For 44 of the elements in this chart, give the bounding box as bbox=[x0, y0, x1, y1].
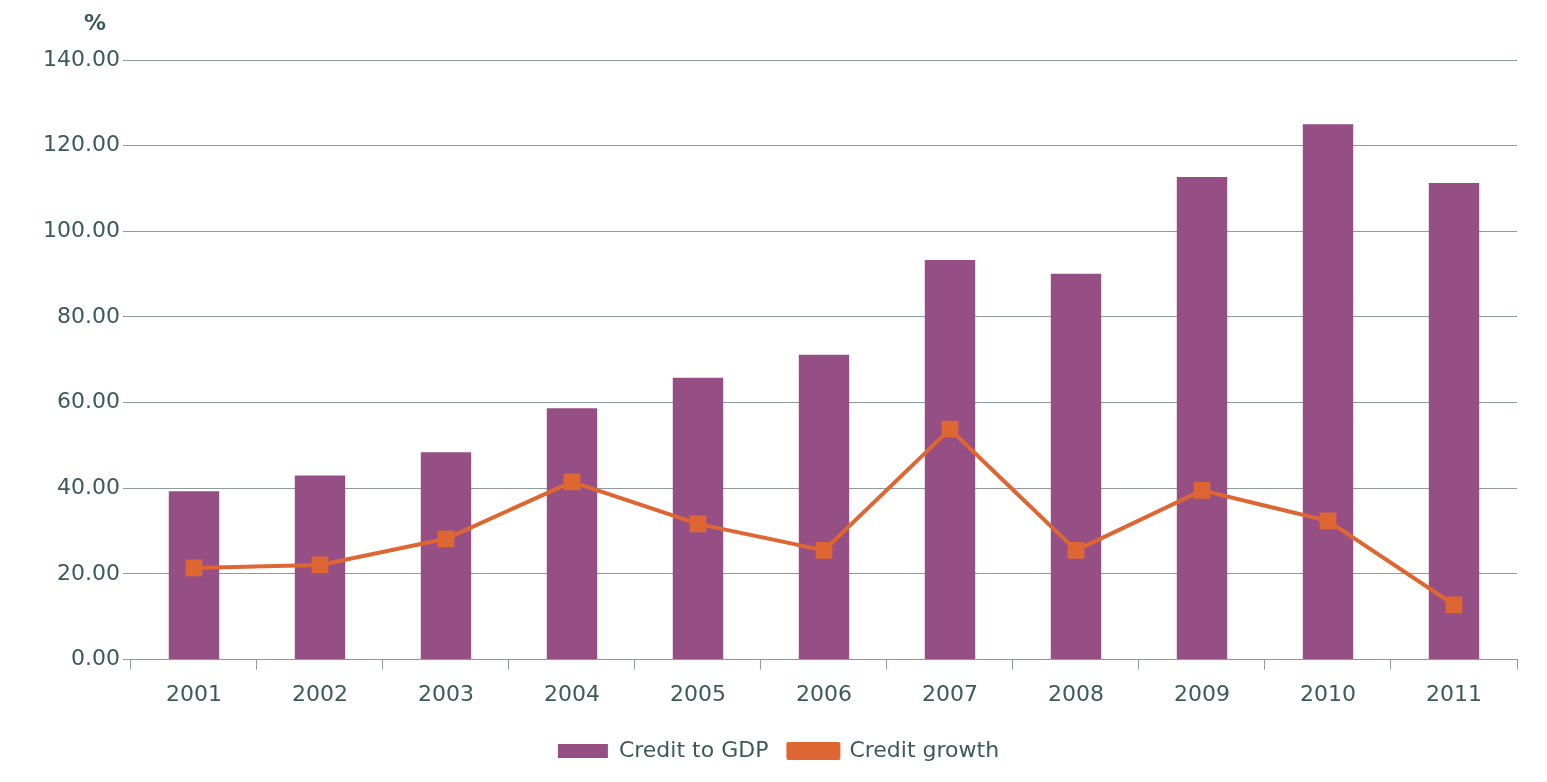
legend-label: Credit to GDP bbox=[618, 736, 769, 762]
x-tick-label: 2011 bbox=[1426, 680, 1482, 706]
bar bbox=[1428, 182, 1480, 660]
bar bbox=[1176, 176, 1228, 660]
point bbox=[941, 420, 959, 438]
x-tick-label: 2008 bbox=[1047, 680, 1104, 706]
x-tick-label: 2010 bbox=[1300, 680, 1356, 706]
point bbox=[185, 559, 203, 577]
point bbox=[1319, 512, 1337, 530]
x-tick-label: 2005 bbox=[669, 680, 726, 706]
x-tick-label: 2006 bbox=[795, 680, 852, 706]
x-tick-label: 2003 bbox=[417, 680, 474, 706]
x-tick-label: 2002 bbox=[291, 680, 348, 706]
y-tick-label: 40.00 bbox=[56, 474, 120, 499]
bar bbox=[294, 475, 346, 660]
x-tick-label: 2001 bbox=[165, 680, 222, 706]
x-tick-label: 2004 bbox=[543, 680, 600, 706]
point bbox=[563, 473, 581, 491]
point bbox=[815, 542, 833, 559]
bar bbox=[798, 354, 850, 660]
point bbox=[311, 556, 329, 574]
bar bbox=[420, 452, 472, 660]
bar bbox=[924, 260, 976, 660]
point bbox=[1445, 596, 1463, 614]
y-tick-label: 80.00 bbox=[56, 302, 120, 328]
bar bbox=[1050, 273, 1102, 660]
x-tick-label: 2007 bbox=[921, 680, 978, 706]
y-tick-label: 0.00 bbox=[70, 645, 120, 671]
bar bbox=[168, 491, 220, 660]
point bbox=[689, 515, 707, 533]
y-axis-title: % bbox=[83, 9, 107, 35]
bar bbox=[546, 408, 598, 660]
y-tick-label: 60.00 bbox=[56, 388, 120, 414]
y-tick-label: 120.00 bbox=[42, 131, 120, 157]
y-tick-label: 20.00 bbox=[56, 559, 120, 585]
bar bbox=[672, 377, 724, 660]
x-tick-label: 2009 bbox=[1174, 680, 1230, 706]
point bbox=[1193, 482, 1211, 499]
point bbox=[1067, 542, 1085, 559]
bar bbox=[1302, 124, 1354, 660]
y-tick-label: 140.00 bbox=[42, 45, 120, 71]
legend-label: Credit growth bbox=[849, 736, 1000, 762]
y-tick-label: 100.00 bbox=[42, 217, 120, 243]
point bbox=[437, 530, 455, 548]
